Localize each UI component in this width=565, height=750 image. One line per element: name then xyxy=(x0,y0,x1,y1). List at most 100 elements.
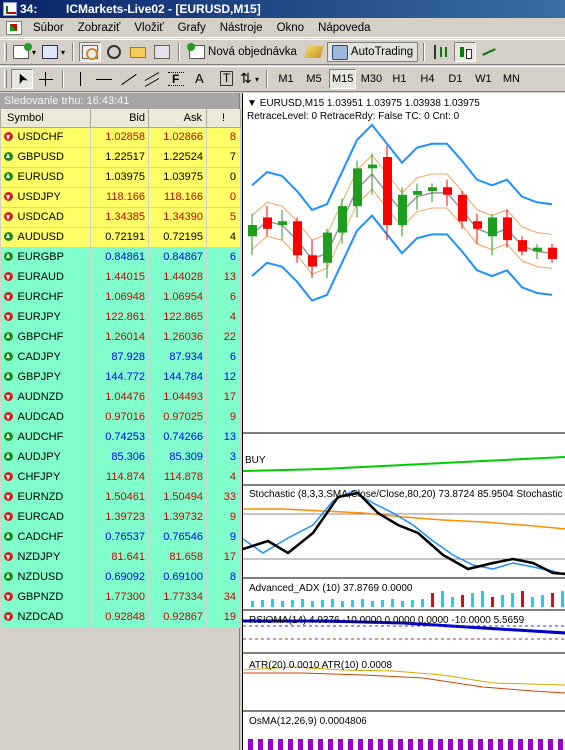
market-watch-row[interactable]: AUDCHF 0.74253 0.74266 13 xyxy=(0,427,241,448)
symbol-cell[interactable]: EURJPY xyxy=(0,307,91,328)
menu-charts[interactable]: Grafy xyxy=(177,21,206,34)
market-watch-row[interactable]: EURNZD 1.50461 1.50494 33 xyxy=(0,487,241,508)
trendline-button[interactable] xyxy=(117,69,139,89)
market-watch-row[interactable]: GBPCHF 1.26014 1.26036 22 xyxy=(0,327,241,348)
timeframe-d1[interactable]: D1 xyxy=(448,73,463,85)
symbol-cell[interactable]: NZDCAD xyxy=(0,607,91,628)
market-watch-row[interactable]: CHFJPY 114.874 114.878 4 xyxy=(0,467,241,488)
symbol-cell[interactable]: AUDCAD xyxy=(0,407,91,428)
symbol-cell[interactable]: EURCHF xyxy=(0,287,91,308)
market-watch-row[interactable]: EURCHF 1.06948 1.06954 6 xyxy=(0,287,241,308)
market-watch-row[interactable]: AUDUSD 0.72191 0.72195 4 xyxy=(0,227,241,248)
timeframe-m15[interactable]: M15 xyxy=(329,69,357,89)
symbol-cell[interactable]: USDCAD xyxy=(0,207,91,228)
menu-file[interactable]: Súbor xyxy=(33,21,64,34)
timeframe-mn[interactable]: MN xyxy=(502,73,520,85)
bar-chart-button[interactable] xyxy=(430,42,452,62)
channel-button[interactable] xyxy=(141,69,163,89)
symbol-cell[interactable]: AUDUSD xyxy=(0,227,91,248)
market-watch-row[interactable]: USDCHF 1.02858 1.02866 8 xyxy=(0,127,241,148)
crosshair-button[interactable] xyxy=(35,69,57,89)
symbol-cell[interactable]: AUDNZD xyxy=(0,387,91,408)
market-watch-row[interactable]: NZDCAD 0.92848 0.92867 19 xyxy=(0,607,241,628)
cursor-button[interactable] xyxy=(11,69,33,89)
menu-help[interactable]: Nápoveda xyxy=(318,21,371,34)
strategy-tester-button[interactable] xyxy=(151,42,173,62)
market-watch-row[interactable]: CADCHF 0.76537 0.76546 9 xyxy=(0,527,241,548)
market-watch-row[interactable]: GBPUSD 1.22517 1.22524 7 xyxy=(0,147,241,168)
menu-view[interactable]: Zobraziť xyxy=(77,21,121,34)
symbol-cell[interactable]: CADJPY xyxy=(0,347,91,368)
menu-insert[interactable]: Vložiť xyxy=(134,21,164,34)
symbol-cell[interactable]: EURCAD xyxy=(0,507,91,528)
navigator-button[interactable] xyxy=(103,42,125,62)
symbol-cell[interactable]: GBPJPY xyxy=(0,367,91,388)
symbol-cell[interactable]: EURGBP xyxy=(0,247,91,268)
market-watch-row[interactable]: EURJPY 122.861 122.865 4 xyxy=(0,307,241,328)
market-watch-row[interactable]: EURGBP 0.84861 0.84867 6 xyxy=(0,247,241,268)
symbol-cell[interactable]: CADCHF xyxy=(0,527,91,548)
market-watch-row[interactable]: AUDJPY 85.306 85.309 3 xyxy=(0,447,241,468)
symbol-cell[interactable]: NZDUSD xyxy=(0,567,91,588)
market-watch-title[interactable]: Sledovanie trhu: 16:43:41 xyxy=(0,93,239,109)
market-watch-header: Symbol Bid Ask ! xyxy=(0,109,241,128)
market-watch-row[interactable]: NZDJPY 81.641 81.658 17 xyxy=(0,547,241,568)
market-watch-row[interactable]: CADJPY 87.928 87.934 6 xyxy=(0,347,241,368)
symbol-cell[interactable]: EURNZD xyxy=(0,487,91,508)
menu-tools[interactable]: Nástroje xyxy=(219,21,263,34)
toolbar-grip[interactable] xyxy=(4,70,7,88)
symbol-cell[interactable]: EURUSD xyxy=(0,167,91,188)
horizontal-line-button[interactable] xyxy=(93,69,115,89)
column-bid[interactable]: Bid xyxy=(90,109,149,128)
market-watch-row[interactable]: EURCAD 1.39723 1.39732 9 xyxy=(0,507,241,528)
adx-histogram-bar xyxy=(371,601,374,607)
line-chart-button[interactable] xyxy=(478,42,500,62)
timeframe-m30[interactable]: M30 xyxy=(360,73,383,85)
symbol-cell[interactable]: NZDJPY xyxy=(0,547,91,568)
arrows-button[interactable]: ▾ xyxy=(237,69,261,89)
vertical-line-button[interactable] xyxy=(69,69,91,89)
symbol-cell[interactable]: CHFJPY xyxy=(0,467,91,488)
symbol-cell[interactable]: GBPUSD xyxy=(0,147,91,168)
timeframe-m1[interactable]: M1 xyxy=(278,73,294,85)
column-spread[interactable]: ! xyxy=(206,109,241,128)
market-watch-row[interactable]: USDJPY 118.166 118.166 0 xyxy=(0,187,241,208)
column-symbol[interactable]: Symbol xyxy=(0,109,91,128)
autotrading-button[interactable]: AutoTrading xyxy=(326,42,419,62)
market-watch-row[interactable]: GBPNZD 1.77300 1.77334 34 xyxy=(0,587,241,608)
market-watch-row[interactable]: GBPJPY 144.772 144.784 12 xyxy=(0,367,241,388)
profiles-button[interactable]: ▾ xyxy=(40,42,67,62)
new-chart-button[interactable]: ▾ xyxy=(11,42,38,62)
candlestick-button[interactable] xyxy=(454,42,477,62)
market-watch-row[interactable]: AUDNZD 1.04476 1.04493 17 xyxy=(0,387,241,408)
market-watch-row[interactable]: USDCAD 1.34385 1.34390 5 xyxy=(0,207,241,228)
fibonacci-button[interactable] xyxy=(165,69,187,89)
chart-window-icon[interactable] xyxy=(6,20,22,35)
market-watch-button[interactable] xyxy=(79,42,102,62)
symbol-cell[interactable]: AUDJPY xyxy=(0,447,91,468)
market-watch-row[interactable]: NZDUSD 0.69092 0.69100 8 xyxy=(0,567,241,588)
market-watch-row[interactable]: EURAUD 1.44015 1.44028 13 xyxy=(0,267,241,288)
timeframe-w1[interactable]: W1 xyxy=(475,73,492,85)
data-folder-button[interactable] xyxy=(127,42,149,62)
new-order-button[interactable]: Nová objednávka xyxy=(185,42,301,62)
chart-window[interactable]: ▼ EURUSD,M15 1.03951 1.03975 1.03938 1.0… xyxy=(242,93,565,750)
timeframe-h1[interactable]: H1 xyxy=(392,73,407,85)
toolbar-grip[interactable] xyxy=(4,43,7,61)
symbol-cell[interactable]: GBPNZD xyxy=(0,587,91,608)
menu-window[interactable]: Okno xyxy=(276,21,305,34)
symbol-cell[interactable]: GBPCHF xyxy=(0,327,91,348)
market-watch-row[interactable]: AUDCAD 0.97016 0.97025 9 xyxy=(0,407,241,428)
market-watch-row[interactable]: EURUSD 1.03975 1.03975 0 xyxy=(0,167,241,188)
metaeditor-button[interactable] xyxy=(303,42,325,62)
column-ask[interactable]: Ask xyxy=(148,109,207,128)
text-label-button[interactable] xyxy=(213,69,235,89)
symbol-cell[interactable]: USDCHF xyxy=(0,127,91,148)
symbol-cell[interactable]: AUDCHF xyxy=(0,427,91,448)
symbol-cell[interactable]: EURAUD xyxy=(0,267,91,288)
text-button[interactable] xyxy=(189,69,211,89)
symbol-cell[interactable]: USDJPY xyxy=(0,187,91,208)
timeframe-h4[interactable]: H4 xyxy=(420,73,435,85)
timeframe-m5[interactable]: M5 xyxy=(306,73,322,85)
chart-canvas[interactable] xyxy=(243,93,565,750)
